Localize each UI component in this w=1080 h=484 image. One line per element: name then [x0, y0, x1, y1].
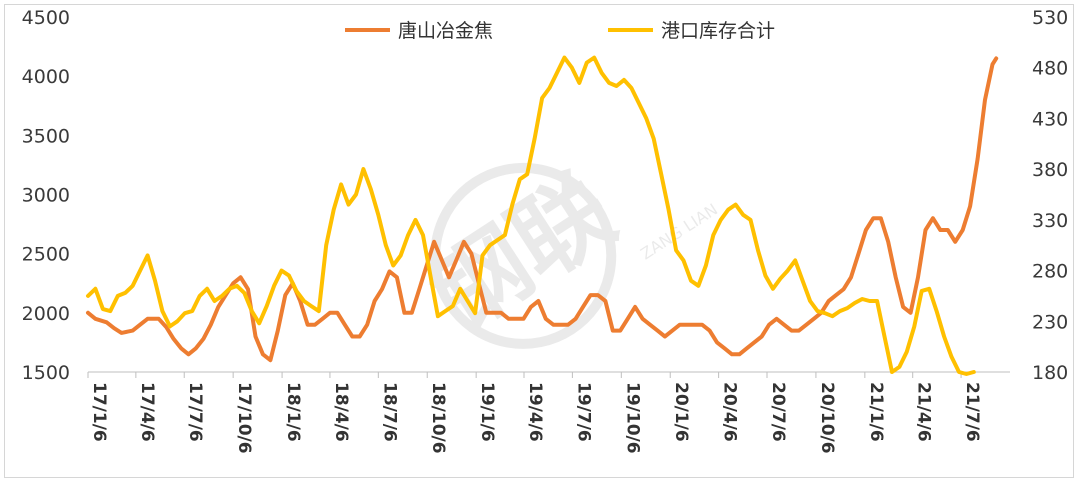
- y-right-tick-label: 380: [1032, 159, 1068, 181]
- y-left-tick-label: 3000: [22, 185, 70, 207]
- x-tick-label: 17/7/6: [185, 382, 205, 442]
- y-right-tick-label: 180: [1032, 362, 1068, 384]
- y-right-tick-label: 530: [1032, 7, 1068, 29]
- legend-label: 港口库存合计: [661, 20, 775, 42]
- x-tick-label: 21/4/6: [914, 382, 934, 442]
- x-tick-label: 18/10/6: [428, 382, 448, 454]
- x-tick-label: 17/10/6: [234, 382, 254, 454]
- x-tick-label: 19/4/6: [525, 382, 545, 442]
- y-left-tick-label: 4500: [22, 7, 70, 29]
- legend-label: 唐山冶金焦: [398, 20, 493, 42]
- x-tick-label: 21/1/6: [866, 382, 886, 442]
- watermark-text: 钢联: [411, 154, 633, 353]
- x-tick-label: 19/7/6: [573, 382, 593, 442]
- axes: 1500 2000 2500 3000 3500 4000 4500 180 230 280 330…: [22, 7, 1069, 454]
- x-tick-label: 18/4/6: [331, 382, 351, 442]
- watermark: 钢联 ZANG LIAN: [411, 154, 722, 353]
- series-line-2: [86, 55, 976, 376]
- y-left-tick-label: 1500: [22, 362, 70, 384]
- x-tick-label: 17/4/6: [137, 382, 157, 442]
- y-right-tick-label: 280: [1032, 261, 1068, 283]
- x-tick-label: 20/10/6: [817, 382, 837, 454]
- series-line-1: [86, 56, 999, 363]
- y-left-tick-label: 2000: [22, 303, 70, 325]
- x-tick-label: 20/7/6: [768, 382, 788, 442]
- y-left-tick-label: 3500: [22, 125, 70, 147]
- y-right-tick-label: 230: [1032, 311, 1068, 333]
- y-right-tick-label: 330: [1032, 210, 1068, 232]
- x-tick-label: 21/7/6: [962, 382, 982, 442]
- x-tick-label: 18/7/6: [379, 382, 399, 442]
- chart-frame: [4, 4, 1074, 478]
- y-right-tick-label: 480: [1032, 58, 1068, 80]
- x-tick-label: 20/4/6: [720, 382, 740, 442]
- x-tick-label: 17/1/6: [89, 382, 109, 442]
- x-tick-label: 18/1/6: [283, 382, 303, 442]
- y-left-tick-label: 2500: [22, 244, 70, 266]
- series-layer: [86, 55, 999, 376]
- x-tick-label: 19/1/6: [477, 382, 497, 442]
- legend: 唐山冶金焦 港口库存合计: [345, 20, 775, 42]
- x-tick-label: 19/10/6: [622, 382, 642, 454]
- x-tick-label: 20/1/6: [671, 382, 691, 442]
- y-left-tick-label: 4000: [22, 66, 70, 88]
- y-right-tick-label: 430: [1032, 108, 1068, 130]
